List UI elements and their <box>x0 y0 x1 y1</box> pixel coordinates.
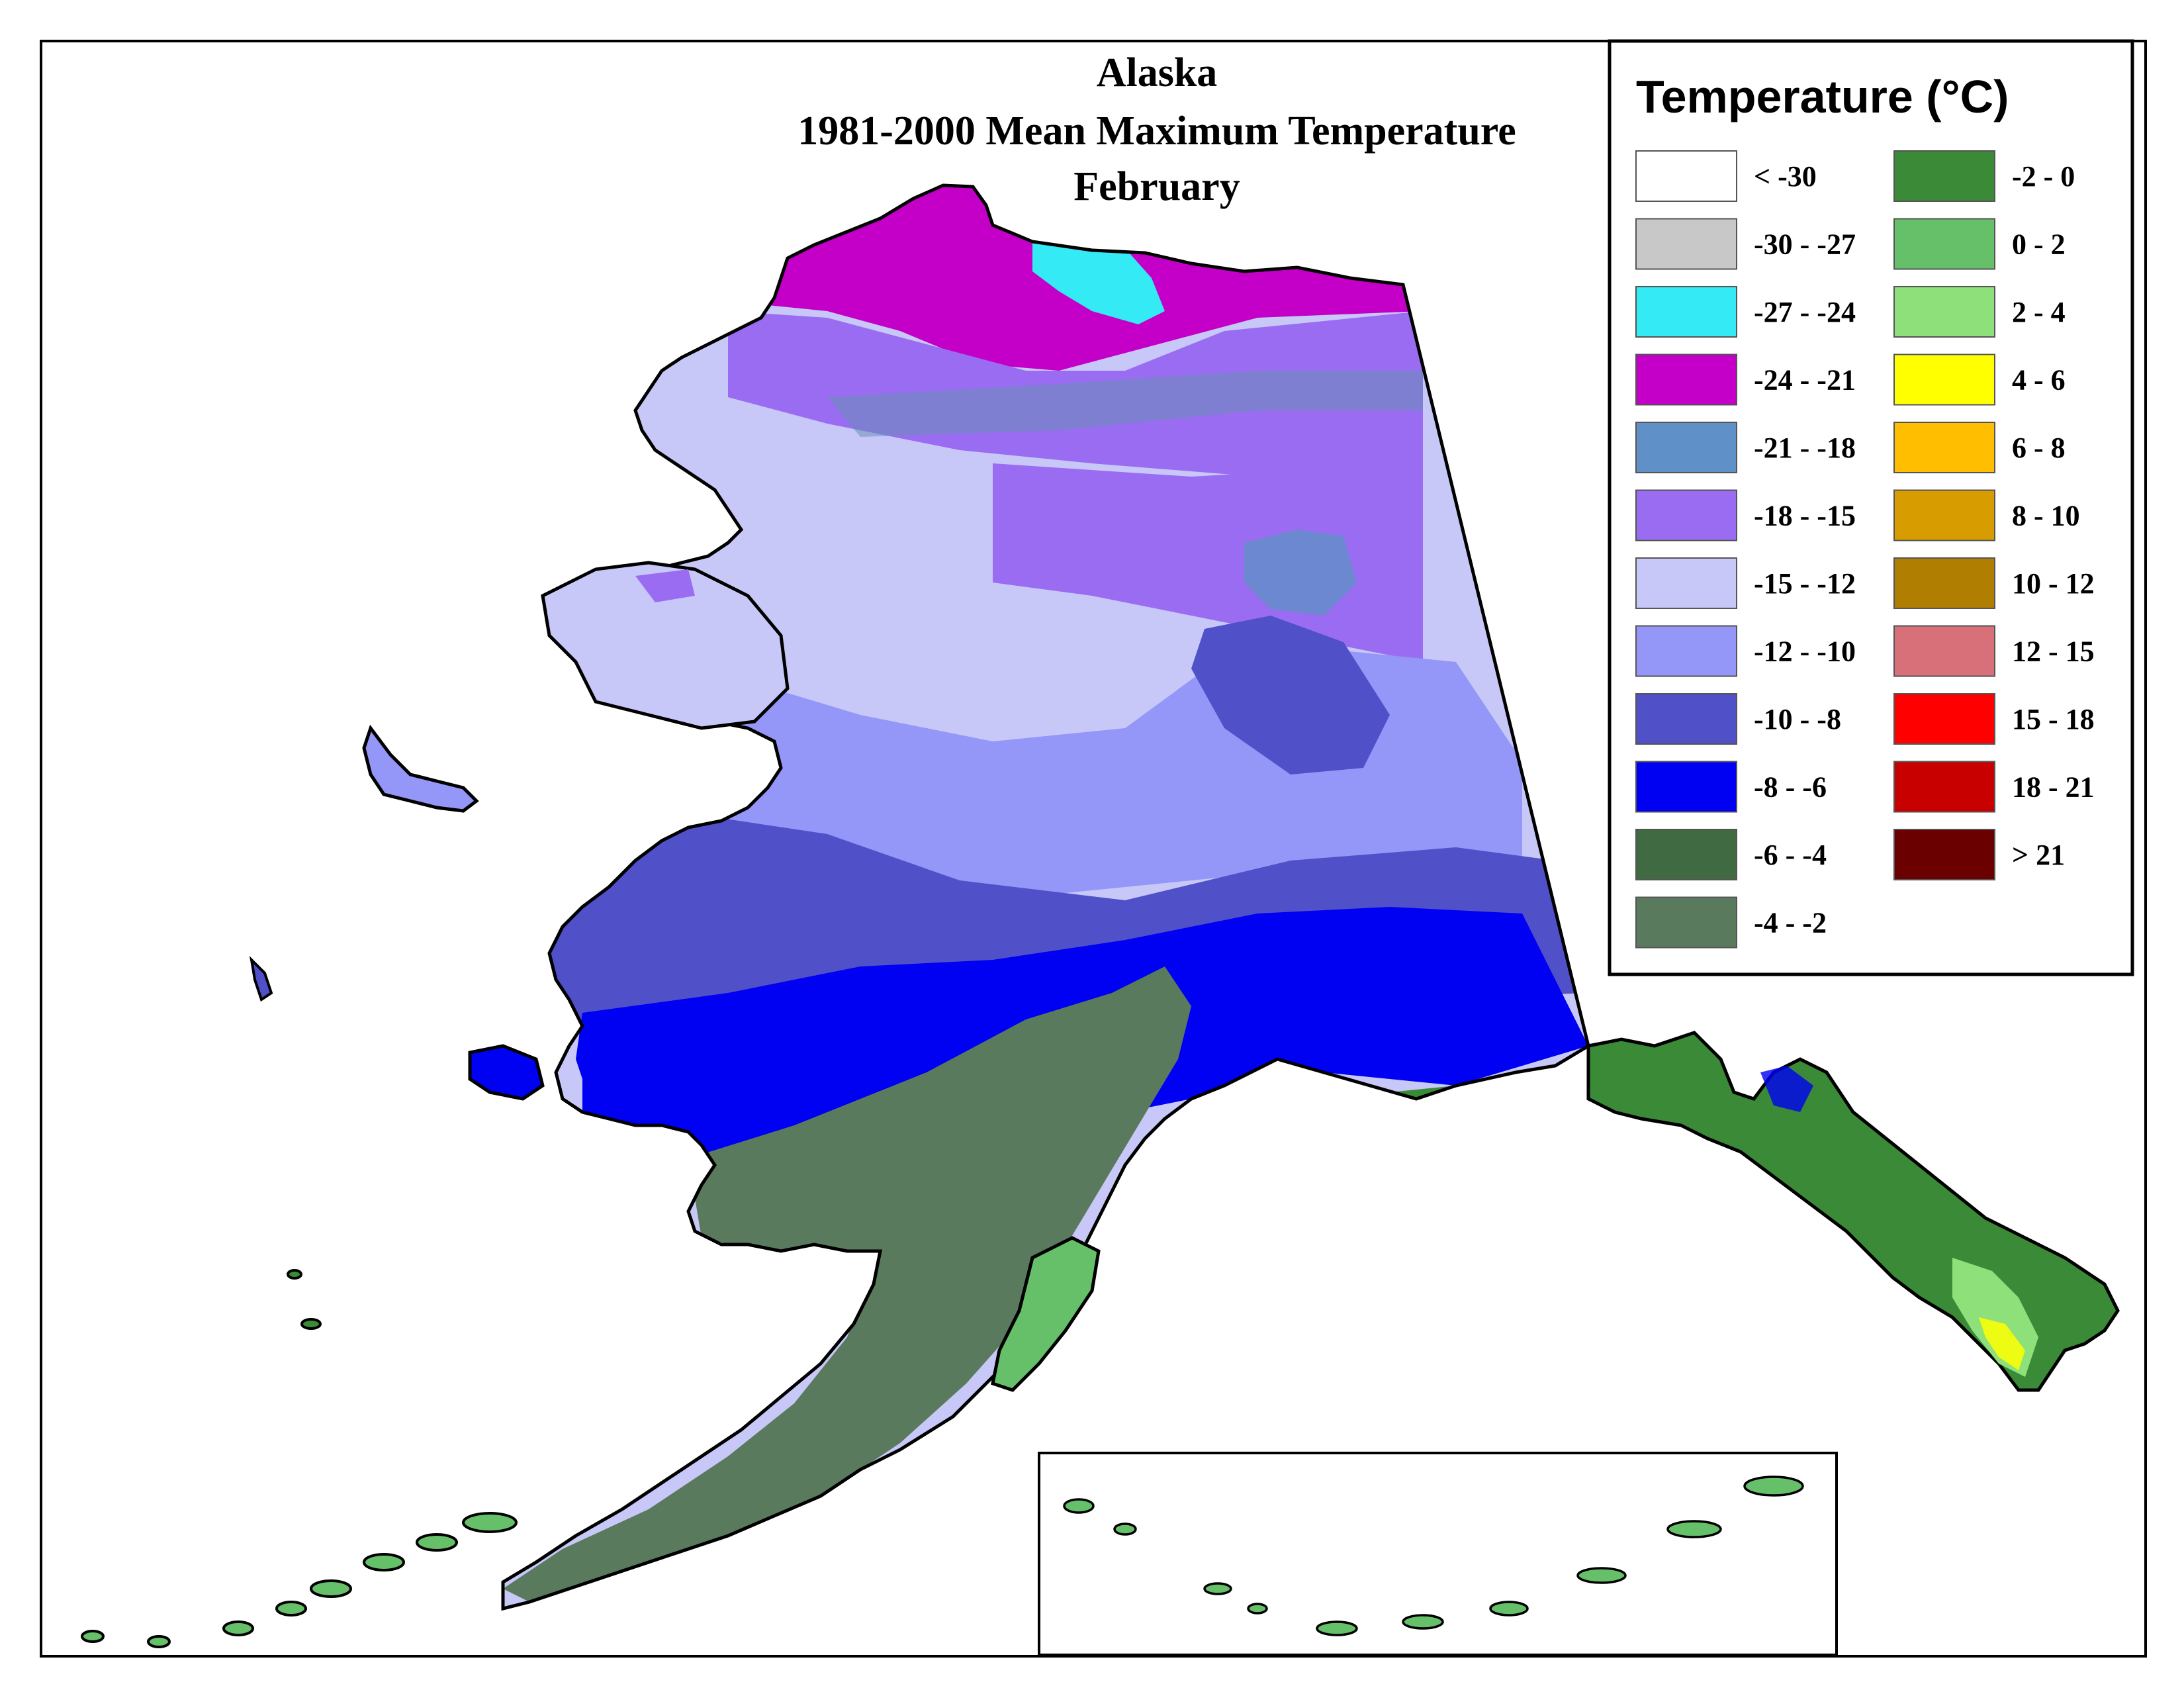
legend-label: 18 - 21 <box>2012 771 2095 804</box>
seward-peninsula <box>541 561 790 730</box>
legend-label: -8 - -6 <box>1754 771 1827 804</box>
legend-swatch <box>1893 286 1995 338</box>
legend-swatch <box>1893 761 1995 813</box>
inset-western-aleutians <box>1063 1476 1804 1636</box>
legend-label: 0 - 2 <box>2012 228 2066 261</box>
legend-swatch <box>1635 625 1737 677</box>
legend-swatch <box>1635 422 1737 473</box>
title-line-1: Alaska <box>1097 50 1218 95</box>
legend-label: -6 - -4 <box>1754 839 1827 871</box>
legend-label: 15 - 18 <box>2012 703 2095 735</box>
legend-swatch <box>1893 489 1995 541</box>
legend: Temperature (°C) < -30 -30 - -27 -27 - -24… <box>1608 39 2134 976</box>
mainland-coastline <box>501 183 1590 1611</box>
legend-swatch <box>1893 218 1995 270</box>
legend-label: > 21 <box>2012 839 2065 871</box>
title-line-2: 1981-2000 Mean Maximum Temperature <box>797 109 1516 154</box>
legend-label: 4 - 6 <box>2012 364 2066 397</box>
legend-swatch <box>1893 625 1995 677</box>
legend-swatch <box>1635 829 1737 880</box>
legend-swatch <box>1635 150 1737 202</box>
kodiak-island <box>991 1236 1101 1392</box>
legend-swatch <box>1893 422 1995 473</box>
nunivak-island <box>468 1044 545 1101</box>
legend-swatch <box>1635 693 1737 745</box>
legend-label: -21 - -18 <box>1754 432 1856 464</box>
legend-label: -2 - 0 <box>2012 160 2075 193</box>
title-line-3: February <box>1073 164 1240 209</box>
legend-items: < -30 -30 - -27 -27 - -24 -24 - -21 -21 - -1… <box>1635 150 2095 949</box>
legend-label: -18 - -15 <box>1754 500 1856 532</box>
legend-label: -15 - -12 <box>1754 567 1856 600</box>
legend-label: -27 - -24 <box>1754 296 1856 328</box>
pribilof-islands <box>287 1269 322 1330</box>
legend-label: -10 - -8 <box>1754 703 1841 735</box>
legend-swatch <box>1635 489 1737 541</box>
panhandle-warmest-zone <box>1979 1317 2025 1370</box>
legend-swatch <box>1893 353 1995 406</box>
legend-swatch <box>1893 557 1995 609</box>
legend-swatch <box>1893 693 1995 745</box>
legend-swatch <box>1635 218 1737 270</box>
legend-swatch <box>1893 150 1995 202</box>
legend-swatch <box>1893 829 1995 880</box>
st-lawrence-island <box>362 724 479 813</box>
legend-swatch <box>1635 761 1737 813</box>
legend-swatch <box>1635 557 1737 609</box>
legend-title: Temperature (°C) <box>1636 71 2009 122</box>
legend-swatch <box>1635 286 1737 338</box>
seward-peninsula-cold-zone <box>635 569 695 602</box>
legend-label: -24 - -21 <box>1754 364 1856 397</box>
legend-label: < -30 <box>1754 160 1817 193</box>
legend-label: 8 - 10 <box>2012 500 2080 532</box>
panhandle-cold-zone <box>1760 1066 1813 1112</box>
st-matthew-island <box>250 956 273 1002</box>
legend-label: -12 - -10 <box>1754 635 1856 668</box>
aleutian-islands <box>81 1512 518 1648</box>
legend-swatch <box>1635 353 1737 406</box>
legend-label: 12 - 15 <box>2012 635 2095 668</box>
legend-label: -4 - -2 <box>1754 907 1827 939</box>
legend-swatch <box>1635 896 1737 949</box>
map-title: Alaska 1981-2000 Mean Maximum Temperatur… <box>797 50 1516 209</box>
legend-label: 2 - 4 <box>2012 296 2066 328</box>
legend-label: 6 - 8 <box>2012 432 2066 464</box>
legend-label: 10 - 12 <box>2012 567 2095 600</box>
legend-label: -30 - -27 <box>1754 228 1856 261</box>
